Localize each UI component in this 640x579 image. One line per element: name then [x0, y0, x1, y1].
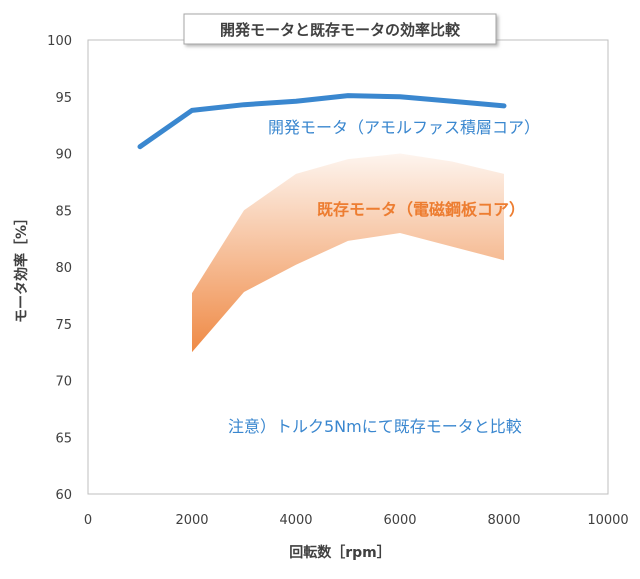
x-tick-label: 0	[84, 513, 92, 528]
series-label-existing: 既存モータ（電磁鋼板コア）	[317, 200, 525, 219]
y-tick-label: 70	[55, 375, 72, 390]
y-tick-label: 85	[55, 204, 72, 219]
y-tick-label: 100	[47, 34, 72, 49]
y-tick-label: 90	[55, 148, 72, 163]
x-tick-label: 8000	[487, 513, 520, 528]
y-tick-label: 60	[55, 488, 72, 503]
series-label-developed: 開発モータ（アモルファス積層コア）	[268, 118, 540, 137]
title-box	[183, 13, 497, 45]
x-tick-label: 4000	[279, 513, 312, 528]
x-tick-label: 6000	[383, 513, 416, 528]
x-tick-label: 2000	[175, 513, 208, 528]
y-tick-label: 65	[55, 431, 72, 446]
y-tick-label: 80	[55, 261, 72, 276]
y-tick-label: 95	[55, 91, 72, 106]
x-tick-label: 10000	[587, 513, 628, 528]
developed-motor-line	[137, 93, 507, 150]
y-tick-label: 75	[55, 318, 72, 333]
existing-motor-band	[192, 153, 504, 353]
chart-title: 開発モータと既存モータの効率比較	[220, 21, 461, 39]
x-axis-label: 回転数［rpm］	[289, 544, 391, 561]
y-axis-label: モータ効率［%］	[13, 211, 30, 323]
annotation: 注意）トルク5Nmにて既存モータと比較	[228, 417, 522, 436]
